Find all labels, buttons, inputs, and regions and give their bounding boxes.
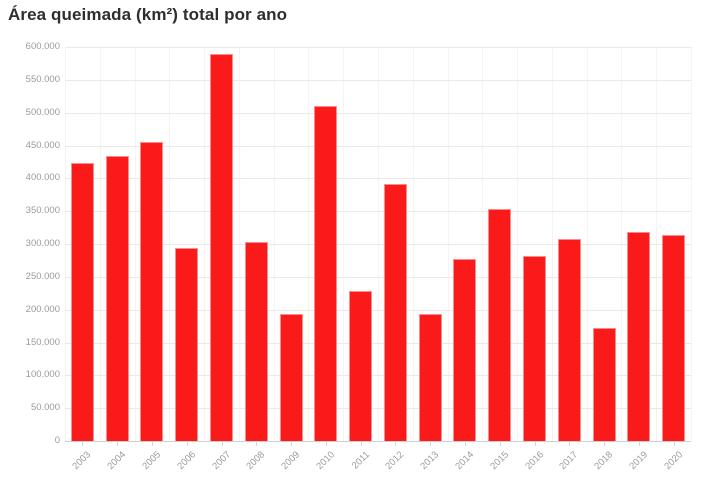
bar-2020[interactable]: [662, 235, 686, 441]
y-gridline: [65, 244, 691, 245]
bar-2003[interactable]: [70, 163, 94, 441]
x-axis-tick: [638, 442, 640, 446]
bar-2011[interactable]: [349, 291, 373, 441]
bar-2010[interactable]: [314, 106, 338, 441]
bar-2014[interactable]: [453, 259, 477, 441]
y-gridline: [65, 375, 691, 377]
x-tick-label: 2003: [70, 449, 94, 473]
x-axis-tick: [534, 442, 536, 446]
bar-2013[interactable]: [418, 313, 442, 441]
y-tick-label: 250.000: [25, 270, 60, 282]
y-gridline: [65, 145, 691, 147]
x-tick-label: 2004: [105, 449, 129, 473]
x-tick-label: 2013: [418, 449, 442, 473]
x-axis-tick: [256, 442, 258, 446]
x-tick-label: 2012: [383, 449, 407, 473]
x-axis-tick: [360, 442, 362, 446]
x-tick-label: 2015: [488, 449, 511, 473]
bar-2018[interactable]: [592, 328, 616, 441]
x-axis-tick: [569, 442, 571, 446]
bar-2004[interactable]: [105, 156, 129, 441]
y-tick-label: 200.000: [25, 303, 60, 315]
chart-title: Área queimada (km²) total por ano: [8, 5, 288, 24]
y-gridline: [65, 276, 691, 278]
y-tick-label: 600.000: [25, 41, 60, 52]
x-tick-label: 2006: [175, 449, 198, 473]
x-axis-tick: [82, 442, 84, 446]
y-tick-label: 500.000: [25, 106, 60, 118]
y-gridline: [65, 342, 691, 344]
y-gridline: [65, 47, 691, 48]
x-tick-label: 2020: [661, 449, 685, 473]
x-tick-label: 2010: [314, 449, 337, 473]
y-gridline: [65, 211, 691, 213]
x-tick-label: 2009: [279, 449, 303, 473]
x-axis-tick: [186, 442, 188, 446]
bar-2009[interactable]: [279, 313, 303, 441]
bar-2006[interactable]: [175, 247, 199, 441]
x-axis-tick: [117, 442, 119, 446]
x-tick-label: 2017: [557, 449, 581, 473]
bar-2005[interactable]: [140, 141, 164, 441]
x-tick-label: 2011: [349, 449, 372, 472]
bar-2015[interactable]: [488, 208, 512, 441]
x-tick-label: 2008: [244, 449, 268, 473]
bar-2007[interactable]: [210, 54, 233, 441]
y-gridline: [65, 408, 691, 410]
y-tick-label: 300.000: [25, 238, 60, 249]
x-tick-label: 2016: [522, 449, 546, 473]
column-separator: [691, 47, 692, 441]
y-tick-label: 150.000: [25, 336, 60, 348]
x-tick-label: 2005: [140, 449, 164, 473]
x-axis-tick: [499, 442, 501, 446]
y-gridline: [65, 178, 691, 180]
x-tick-label: 2018: [592, 449, 616, 473]
x-axis-tick: [151, 442, 153, 446]
x-axis-tick: [464, 442, 466, 446]
x-tick-label: 2019: [627, 449, 650, 473]
x-tick-label: 2007: [209, 449, 233, 473]
y-tick-label: 350.000: [25, 205, 60, 217]
bar-2012[interactable]: [383, 184, 407, 441]
bar-2017[interactable]: [557, 239, 581, 441]
bar-2016[interactable]: [523, 256, 546, 441]
x-axis-tick: [221, 442, 223, 446]
bar-2019[interactable]: [627, 232, 651, 441]
y-tick-label: 400.000: [25, 172, 60, 184]
y-tick-label: 100.000: [25, 369, 60, 381]
x-axis-tick: [604, 442, 606, 446]
y-tick-label: 50.000: [30, 402, 60, 414]
x-tick-label: 2014: [453, 449, 477, 473]
y-tick-label: 450.000: [25, 139, 60, 151]
x-axis-tick: [430, 442, 432, 446]
x-axis-line: [65, 441, 691, 442]
y-tick-label: 550.000: [25, 73, 60, 85]
x-axis-tick: [673, 442, 675, 446]
x-axis-tick: [291, 442, 293, 446]
y-tick-label: 0: [54, 435, 60, 446]
bar-2008[interactable]: [244, 242, 268, 441]
y-gridline: [65, 79, 691, 81]
y-gridline: [65, 112, 691, 114]
x-axis-tick: [395, 442, 397, 446]
y-gridline: [65, 309, 691, 311]
x-axis-tick: [325, 442, 327, 446]
